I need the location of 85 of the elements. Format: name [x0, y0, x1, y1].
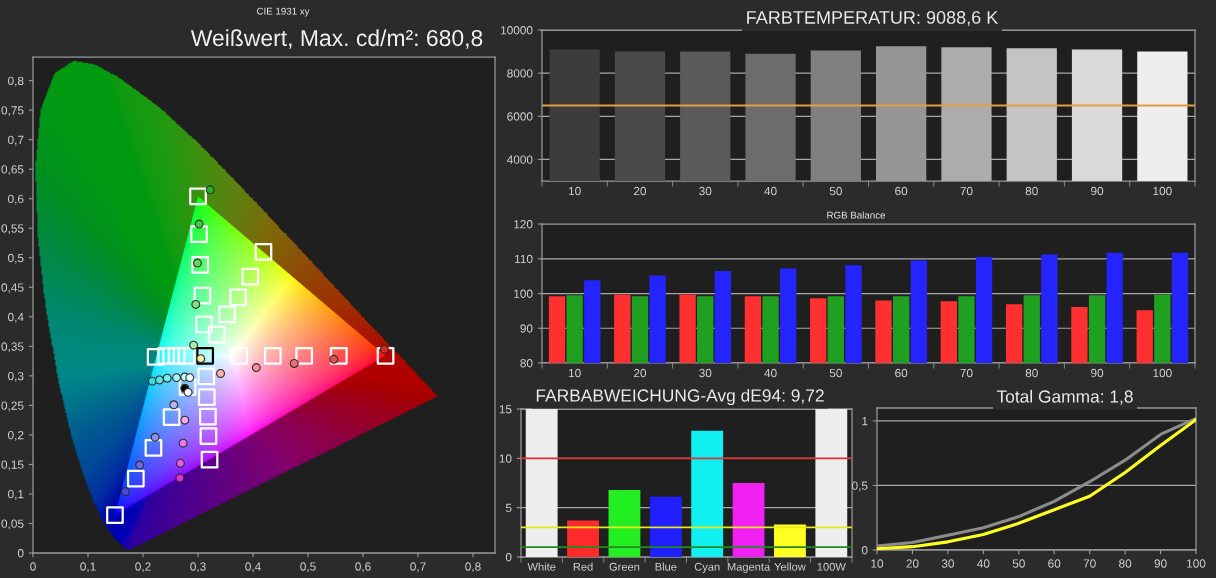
y-tick-label: 0,5: [8, 253, 24, 264]
x-tick-label: 40: [764, 368, 777, 378]
x-tick-label: 10: [568, 368, 581, 378]
x-tick-label: Blue: [655, 562, 677, 571]
x-tick-label: 30: [941, 559, 954, 568]
y-tick-label: 0,55: [1, 224, 24, 235]
x-tick-label: Green: [609, 562, 640, 571]
y-tick-label: 0: [861, 546, 868, 555]
y-tick-label: 5: [505, 503, 512, 513]
x-tick-label: 30: [699, 368, 712, 378]
x-tick-label: 0,3: [190, 562, 206, 573]
x-tick-label: 10: [871, 559, 884, 568]
x-tick-label: 0,2: [135, 562, 151, 573]
chart-title: CIE 1931 xy: [257, 7, 310, 17]
y-tick-label: 80: [520, 359, 533, 368]
y-tick-label: 10: [499, 454, 512, 463]
y-tick-label: 0,75: [1, 106, 24, 116]
chart-title: RGB Balance: [827, 211, 886, 219]
y-tick-label: 0,7: [8, 135, 24, 146]
y-tick-label: 6000: [507, 112, 533, 121]
x-tick-label: White: [527, 562, 556, 571]
y-tick-label: 0,8: [8, 76, 24, 87]
x-tick-label: 100: [1153, 186, 1172, 196]
y-tick-label: 0,4: [8, 312, 24, 323]
y-tick-label: 1: [862, 417, 868, 426]
x-tick-label: 60: [1048, 559, 1061, 568]
y-tick-label: 0,05: [1, 519, 24, 530]
x-tick-label: 0,4: [245, 562, 261, 573]
x-tick-label: 100W: [817, 562, 846, 571]
x-tick-label: 50: [829, 186, 842, 196]
x-tick-label: 80: [1025, 186, 1038, 196]
x-tick-label: 0,7: [410, 562, 426, 573]
x-tick-label: 90: [1154, 559, 1167, 568]
y-tick-label: 0,45: [1, 283, 24, 294]
x-tick-label: 90: [1091, 186, 1104, 196]
y-tick-label: 0,2: [8, 430, 24, 441]
y-tick-label: 10000: [501, 26, 533, 35]
y-tick-label: 8000: [507, 69, 533, 78]
y-tick-label: 0,65: [1, 165, 24, 175]
x-tick-label: 60: [895, 186, 908, 196]
y-tick-label: 0,1: [8, 489, 24, 500]
y-tick-label: 120: [514, 220, 533, 229]
chart-subtitle: Weißwert, Max. cd/m²: 680,8: [190, 29, 483, 49]
x-tick-label: 0,8: [465, 562, 481, 573]
y-tick-label: 0: [17, 549, 24, 558]
x-tick-label: 100: [1153, 368, 1172, 378]
x-tick-label: 0,1: [80, 562, 96, 573]
y-tick-label: 0,15: [1, 460, 24, 471]
x-tick-label: 0,5: [300, 562, 316, 573]
chart-title: FARBABWEICHUNG-Avg dE94: 9,72: [536, 388, 824, 406]
x-tick-label: Red: [573, 562, 593, 571]
x-tick-label: 80: [1119, 559, 1132, 568]
chart-title: FARBTEMPERATUR: 9088,6 K: [747, 11, 999, 26]
x-tick-label: 40: [764, 186, 777, 196]
y-tick-label: 15: [499, 405, 512, 414]
x-tick-label: 60: [895, 368, 908, 378]
y-tick-label: 110: [515, 254, 533, 264]
y-tick-label: 0,35: [1, 342, 24, 353]
y-tick-label: 100: [514, 289, 533, 298]
y-tick-label: 0: [505, 553, 512, 562]
x-tick-label: 70: [960, 368, 973, 378]
x-tick-label: 70: [1083, 559, 1096, 568]
x-tick-label: 0,6: [355, 562, 371, 573]
x-tick-label: Cyan: [694, 562, 720, 573]
x-tick-label: 70: [960, 186, 973, 196]
x-tick-label: 50: [1012, 559, 1025, 568]
x-tick-label: Magenta: [727, 562, 771, 573]
x-tick-label: Yellow: [774, 562, 806, 571]
x-tick-label: 50: [829, 368, 842, 378]
x-tick-label: 40: [977, 559, 990, 568]
x-tick-label: 20: [906, 559, 919, 568]
x-tick-label: 100: [1187, 559, 1206, 568]
chart-title: Total Gamma: 1,8: [996, 389, 1133, 405]
x-tick-label: 0: [30, 562, 36, 571]
x-tick-label: 80: [1025, 368, 1038, 378]
x-tick-label: 90: [1091, 368, 1104, 378]
x-tick-label: 20: [633, 368, 647, 378]
x-tick-label: 20: [633, 186, 647, 196]
x-tick-label: 30: [699, 186, 712, 196]
y-tick-label: 0,5: [852, 481, 868, 492]
y-tick-label: 0,6: [8, 194, 24, 205]
y-tick-label: 90: [520, 324, 533, 333]
y-tick-label: 0,25: [1, 401, 24, 412]
y-tick-label: 4000: [506, 155, 533, 164]
x-tick-label: 10: [568, 186, 581, 196]
